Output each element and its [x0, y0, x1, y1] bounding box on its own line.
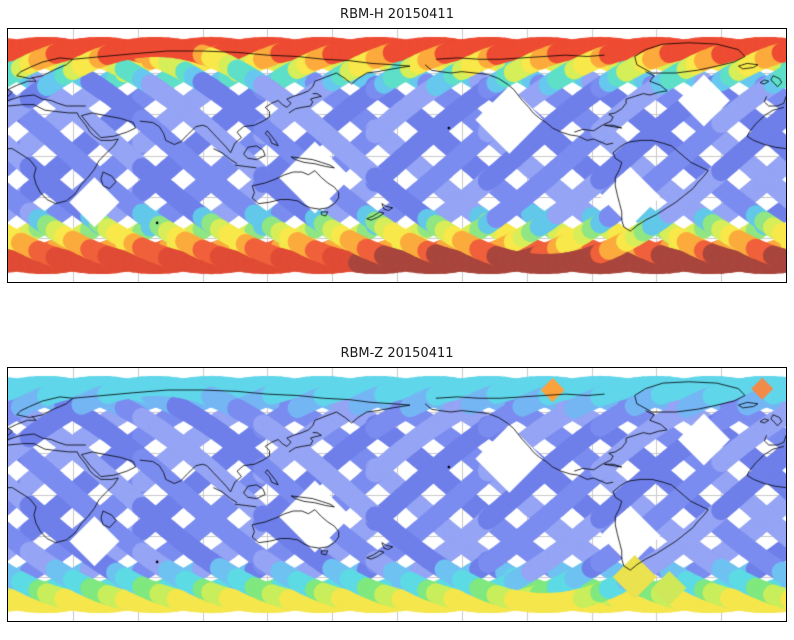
- rbm-z-map: [7, 367, 787, 622]
- panel-title-rbm-h: RBM-H 20150411: [340, 7, 454, 22]
- rbm-h-map: [7, 28, 787, 283]
- figure: RBM-H 20150411 RBM-Z 20150411: [0, 7, 794, 640]
- panel-rbm-h: RBM-H 20150411: [0, 7, 794, 283]
- panel-title-rbm-z: RBM-Z 20150411: [340, 346, 454, 361]
- panel-rbm-z: RBM-Z 20150411: [0, 346, 794, 622]
